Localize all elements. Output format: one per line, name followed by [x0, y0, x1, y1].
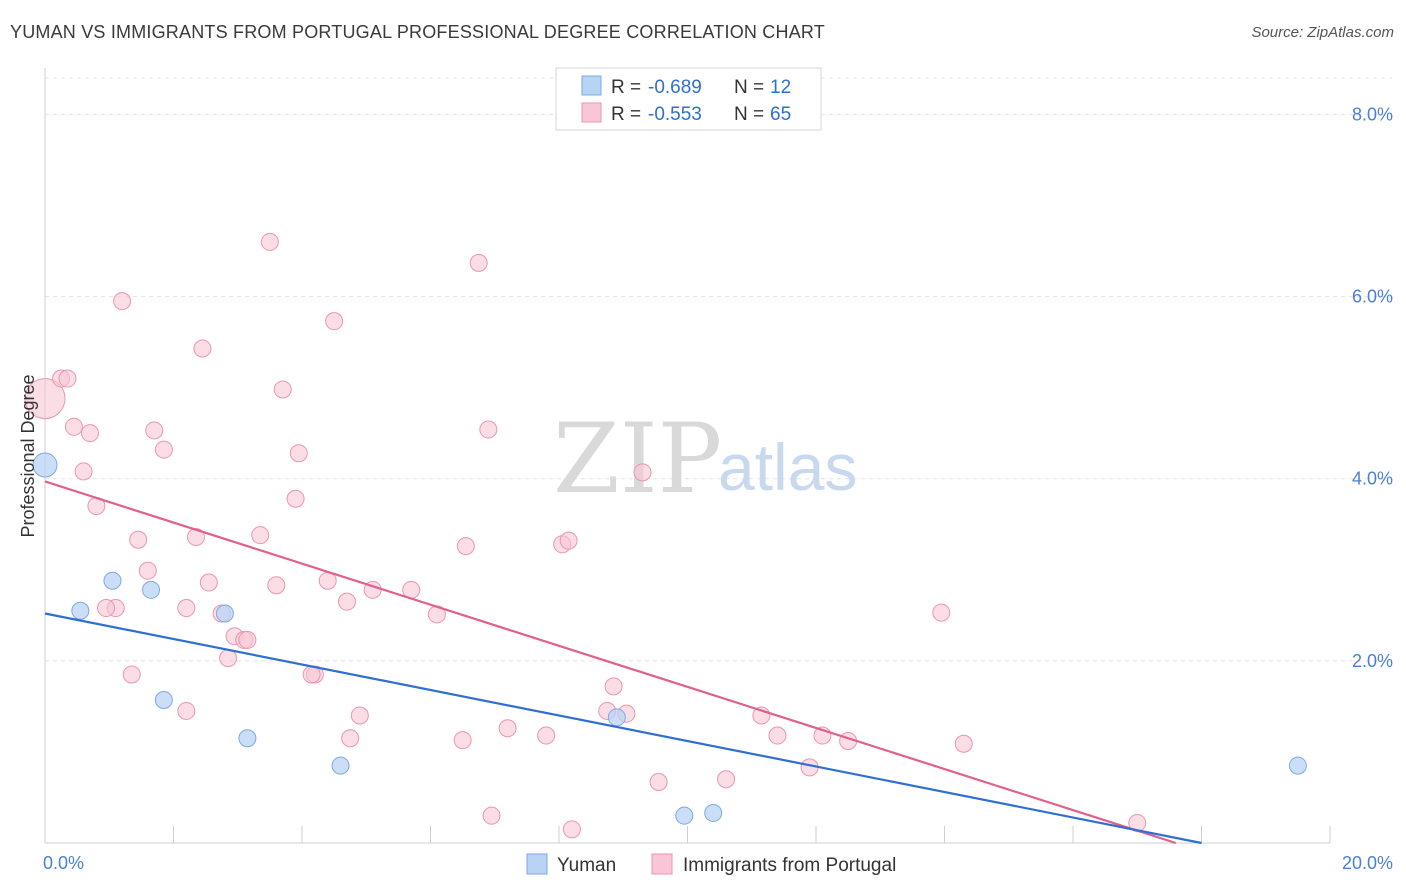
point-yuman [142, 580, 161, 599]
legend-r-label: R = [611, 77, 641, 98]
point-portugal [58, 369, 77, 388]
point-portugal [138, 561, 157, 580]
point-portugal [562, 820, 581, 839]
point-portugal [267, 576, 286, 595]
point-portugal [64, 417, 83, 436]
legend-label-portugal: Immigrants from Portugal [683, 855, 896, 876]
point-portugal [260, 232, 279, 251]
grid-lines [45, 77, 1392, 662]
point-yuman [215, 604, 234, 623]
legend-swatch-portugal [651, 853, 673, 875]
point-yuman [103, 571, 122, 590]
point-yuman [704, 803, 723, 822]
point-portugal [145, 421, 164, 440]
point-portugal [129, 530, 148, 549]
legend-n-value-portugal: 65 [770, 104, 791, 125]
point-yuman [32, 452, 58, 478]
series-legend: Yuman Immigrants from Portugal [526, 853, 896, 876]
watermark: ZIP atlas [553, 403, 857, 515]
x-tick-label: 0.0% [43, 853, 84, 873]
watermark-zip: ZIP [553, 403, 722, 515]
point-portugal [154, 440, 173, 459]
legend-label-yuman: Yuman [557, 855, 616, 876]
trend-line-portugal [44, 480, 1177, 845]
y-tick-label: 8.0% [1352, 104, 1393, 124]
point-portugal [238, 630, 257, 649]
trend-line-yuman [44, 612, 1202, 845]
stats-legend: R = -0.689 N = 12 R = -0.553 N = 65 [555, 67, 822, 131]
point-portugal [113, 292, 132, 311]
point-portugal [97, 599, 116, 618]
point-portugal [193, 339, 212, 358]
point-portugal [341, 729, 360, 748]
legend-swatch-portugal [581, 102, 602, 123]
point-portugal [932, 603, 951, 622]
legend-n-label: N = [734, 104, 764, 125]
point-portugal [453, 731, 472, 750]
point-portugal [177, 701, 196, 720]
point-portugal [350, 706, 369, 725]
source-label: Source: ZipAtlas.com [1251, 24, 1394, 41]
point-portugal [177, 599, 196, 618]
point-portugal [337, 592, 356, 611]
point-portugal [289, 444, 308, 463]
point-yuman [1288, 756, 1307, 775]
point-portugal [469, 253, 488, 272]
point-portugal [80, 424, 99, 443]
point-portugal [604, 677, 623, 696]
point-portugal [498, 719, 517, 738]
point-yuman [238, 729, 257, 748]
legend-r-label: R = [611, 104, 641, 125]
y-tick-label: 6.0% [1352, 287, 1393, 307]
point-portugal [768, 726, 787, 745]
y-tick-label: 2.0% [1352, 651, 1393, 671]
point-portugal [456, 537, 475, 556]
x-tick-label: 20.0% [1342, 853, 1393, 873]
point-portugal [219, 649, 238, 668]
point-portugal [954, 734, 973, 753]
series-portugal-points [24, 232, 1147, 839]
legend-r-value-portugal: -0.553 [648, 104, 702, 125]
point-portugal [482, 806, 501, 825]
point-yuman [71, 601, 90, 620]
point-portugal [74, 462, 93, 481]
point-portugal [325, 312, 344, 331]
point-portugal [649, 772, 668, 791]
legend-swatch-yuman [526, 853, 548, 875]
x-tick-labels: 0.0% 20.0% [43, 853, 1393, 873]
point-yuman [154, 691, 173, 710]
point-portugal [24, 378, 66, 420]
y-tick-label: 4.0% [1352, 469, 1393, 489]
point-yuman [331, 756, 350, 775]
chart-title: YUMAN VS IMMIGRANTS FROM PORTUGAL PROFES… [10, 22, 825, 42]
point-portugal [286, 489, 305, 508]
legend-r-value-yuman: -0.689 [648, 77, 702, 98]
y-axis-label: Professional Degree [18, 374, 38, 537]
point-portugal [273, 380, 292, 399]
point-portugal [537, 726, 556, 745]
point-portugal [479, 420, 498, 439]
trend-lines [44, 480, 1202, 845]
y-tick-labels: 2.0% 4.0% 6.0% 8.0% [1352, 104, 1393, 670]
point-portugal [251, 526, 270, 545]
point-yuman [607, 708, 626, 727]
point-portugal [199, 573, 218, 592]
point-portugal [717, 770, 736, 789]
legend-n-value-yuman: 12 [770, 77, 791, 98]
legend-swatch-yuman [581, 75, 602, 96]
legend-n-label: N = [734, 77, 764, 98]
point-portugal [186, 528, 205, 546]
point-portugal [633, 463, 652, 482]
point-portugal [122, 665, 141, 684]
series-yuman-points [32, 452, 1307, 825]
point-yuman [675, 806, 694, 825]
point-portugal [559, 531, 578, 550]
watermark-atlas: atlas [718, 430, 857, 504]
